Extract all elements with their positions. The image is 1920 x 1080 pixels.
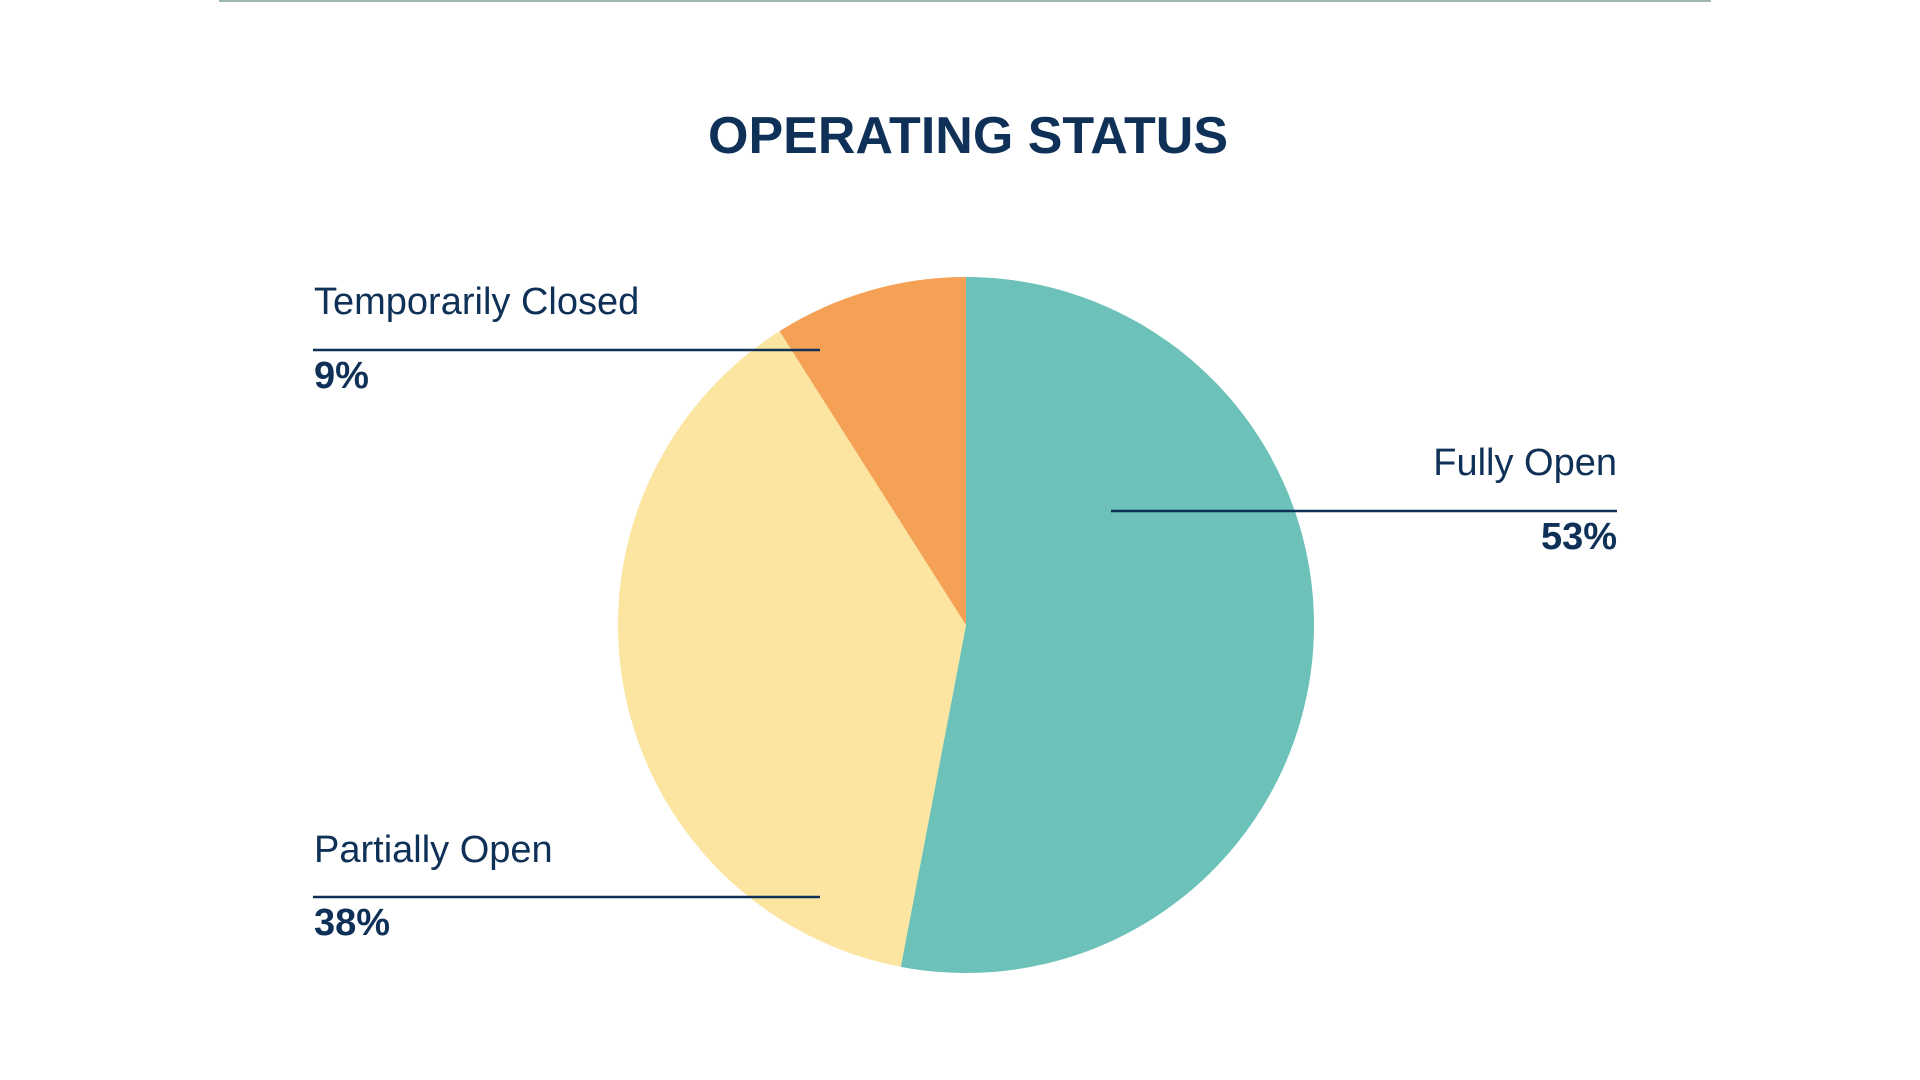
value-label: 9%	[314, 355, 369, 397]
pie-slice	[779, 277, 966, 625]
category-label: Fully Open	[1433, 442, 1617, 484]
value-label: 53%	[1541, 516, 1617, 558]
labels: Fully Open 53% Partially Open 38% Temporaril…	[313, 281, 1617, 944]
category-label: Partially Open	[314, 829, 553, 871]
category-label: Temporarily Closed	[314, 281, 639, 323]
pie-slice	[618, 331, 966, 967]
pie-slice	[900, 277, 1314, 973]
pie	[618, 277, 1314, 973]
value-label: 38%	[314, 902, 390, 944]
chart-title: OPERATING STATUS	[708, 107, 1228, 165]
